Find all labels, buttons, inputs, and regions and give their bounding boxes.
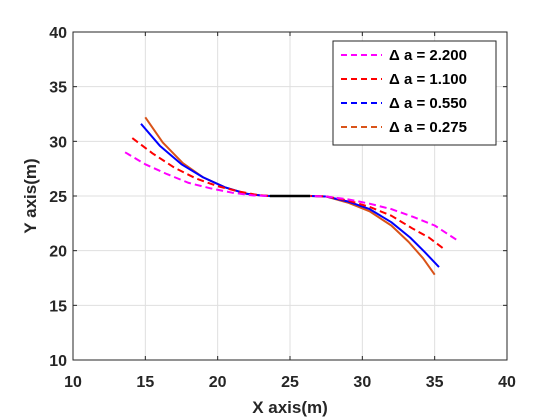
legend-box (332, 40, 497, 146)
x-tick-label: 15 (136, 374, 154, 391)
x-tick-label: 10 (64, 374, 82, 391)
x-tick-label: 35 (426, 374, 444, 391)
x-tick-label: 40 (498, 374, 516, 391)
series-line-1 (124, 151, 457, 241)
x-tick-label: 20 (209, 374, 227, 391)
legend: Δ a = 2.200 Δ a = 1.100 Δ a = 0.550 Δ a = 0… (332, 40, 497, 146)
x-tick-label: 30 (353, 374, 371, 391)
tick-labels: 10 15 20 25 30 35 40 10 15 20 25 30 35 40 (49, 25, 516, 391)
legend-label-3: Δ a = 0.550 (389, 95, 467, 112)
y-axis-label: Y axis(m) (21, 158, 40, 233)
legend-label-2: Δ a = 1.100 (389, 71, 467, 88)
y-tick-label: 10 (49, 353, 67, 370)
y-tick-label: 30 (49, 134, 67, 151)
x-axis-label: X axis(m) (252, 398, 328, 417)
plot-frame (72, 31, 508, 361)
series-group (124, 116, 457, 276)
y-tick-label: 15 (49, 298, 67, 315)
legend-label-4: Δ a = 0.275 (389, 119, 467, 136)
legend-label-1: Δ a = 2.200 (389, 47, 467, 64)
y-tick-label: 20 (49, 244, 67, 261)
y-tick-label: 25 (49, 189, 67, 206)
y-tick-label: 40 (49, 25, 67, 42)
y-tick-label: 35 (49, 80, 67, 97)
x-tick-label: 25 (281, 374, 299, 391)
